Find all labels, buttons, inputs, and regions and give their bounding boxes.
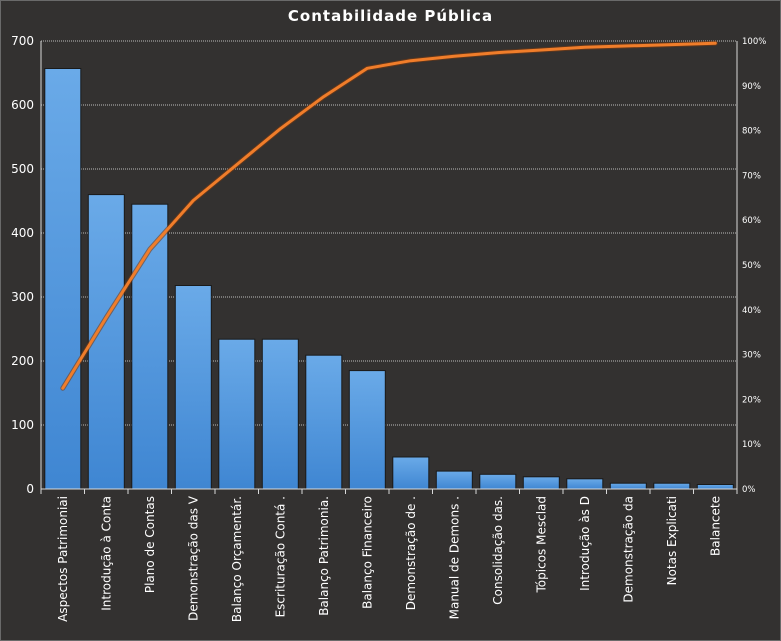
bar: [174, 285, 212, 490]
y2-tick-label: 40%: [742, 306, 761, 316]
bar: [522, 476, 560, 490]
x-tick-label: Balancete: [708, 496, 722, 556]
x-tick-label: Balanço Orçamentár.: [230, 496, 244, 622]
bar: [609, 482, 647, 490]
y-tick-label: 0: [26, 482, 34, 496]
bar: [261, 338, 299, 490]
x-tick-label: Escrituração Contá .: [273, 496, 287, 617]
x-tick-label: Consolidação das.: [491, 496, 505, 605]
y2-tick-label: 20%: [742, 395, 761, 405]
y2-tick-label: 70%: [742, 171, 761, 181]
x-tick-label: Introdução à Conta: [99, 496, 113, 611]
x-tick-label: Demonstração de .: [404, 496, 418, 610]
bar: [348, 370, 386, 490]
y-tick-label: 500: [11, 162, 34, 176]
bar: [305, 354, 343, 490]
x-tick-label: Aspectos Patrimoniai: [56, 496, 70, 622]
bar: [435, 470, 473, 490]
y2-tick-label: 100%: [742, 37, 766, 47]
y2-tick-label: 30%: [742, 351, 761, 361]
x-tick-label: Balanço Patrimonia.: [317, 496, 331, 616]
x-tick-label: Balanço Financeiro: [360, 496, 374, 609]
bar: [392, 456, 430, 490]
y-tick-label: 400: [11, 226, 34, 240]
y-tick-label: 300: [11, 290, 34, 304]
x-tick-label: Demonstração da: [621, 496, 635, 603]
bar: [87, 194, 125, 490]
y2-tick-label: 60%: [742, 216, 761, 226]
bar: [696, 484, 734, 490]
y-tick-label: 600: [11, 98, 34, 112]
bar: [479, 473, 517, 490]
y2-tick-label: 90%: [742, 82, 761, 92]
bar: [653, 482, 691, 490]
chart-title: Contabilidade Pública: [287, 7, 494, 25]
bar: [44, 68, 82, 490]
bar: [218, 338, 256, 490]
x-tick-label: Demonstração das V: [186, 495, 200, 621]
y-tick-label: 700: [11, 34, 34, 48]
x-tick-label: Tópicos Mesclad: [534, 496, 548, 593]
x-tick-label: Introdução às D: [578, 496, 592, 591]
y2-tick-label: 10%: [742, 440, 761, 450]
y2-tick-label: 50%: [742, 261, 761, 271]
y2-tick-label: 80%: [742, 127, 761, 137]
y2-tick-label: 0%: [742, 485, 756, 495]
x-tick-label: Manual de Demons .: [447, 496, 461, 619]
y-tick-label: 200: [11, 354, 34, 368]
x-tick-label: Notas Explicati: [665, 496, 679, 585]
y-tick-label: 100: [11, 418, 34, 432]
cumulative-line: [61, 41, 717, 390]
x-tick-label: Plano de Contas: [143, 496, 157, 593]
bar: [566, 478, 604, 490]
